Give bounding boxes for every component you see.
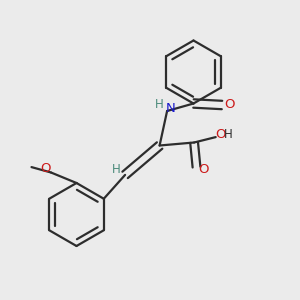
Text: H: H [155,98,164,111]
Text: H: H [224,128,233,141]
Text: H: H [112,163,121,176]
Text: O: O [40,162,51,176]
Text: O: O [198,163,208,176]
Text: O: O [215,128,226,141]
Text: N: N [166,102,175,115]
Text: O: O [224,98,235,111]
